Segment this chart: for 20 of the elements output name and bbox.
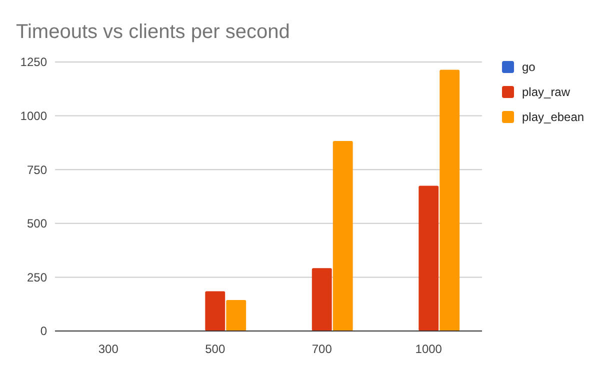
y-tick-label: 500 [26, 216, 48, 231]
bar [418, 186, 439, 331]
bar [332, 140, 353, 331]
legend-label: go [522, 60, 536, 74]
legend-label: play_raw [522, 85, 570, 100]
y-tick-label: 750 [26, 162, 48, 177]
y-tick-label: 0 [40, 324, 48, 338]
x-tick-label: 700 [312, 342, 332, 356]
x-tick-label: 1000 [415, 342, 442, 356]
x-tick-label: 300 [98, 342, 119, 356]
bar [205, 291, 226, 331]
x-tick-label: 500 [205, 342, 226, 356]
y-tick-label: 1250 [20, 55, 48, 70]
y-tick-label: 1000 [20, 109, 48, 123]
bar [312, 268, 332, 331]
chart-title: Timeouts vs clients per second [16, 21, 290, 43]
legend-label: play_ebean [522, 110, 584, 124]
bar [440, 70, 460, 331]
bar [226, 300, 246, 331]
y-tick-label: 250 [26, 270, 48, 284]
